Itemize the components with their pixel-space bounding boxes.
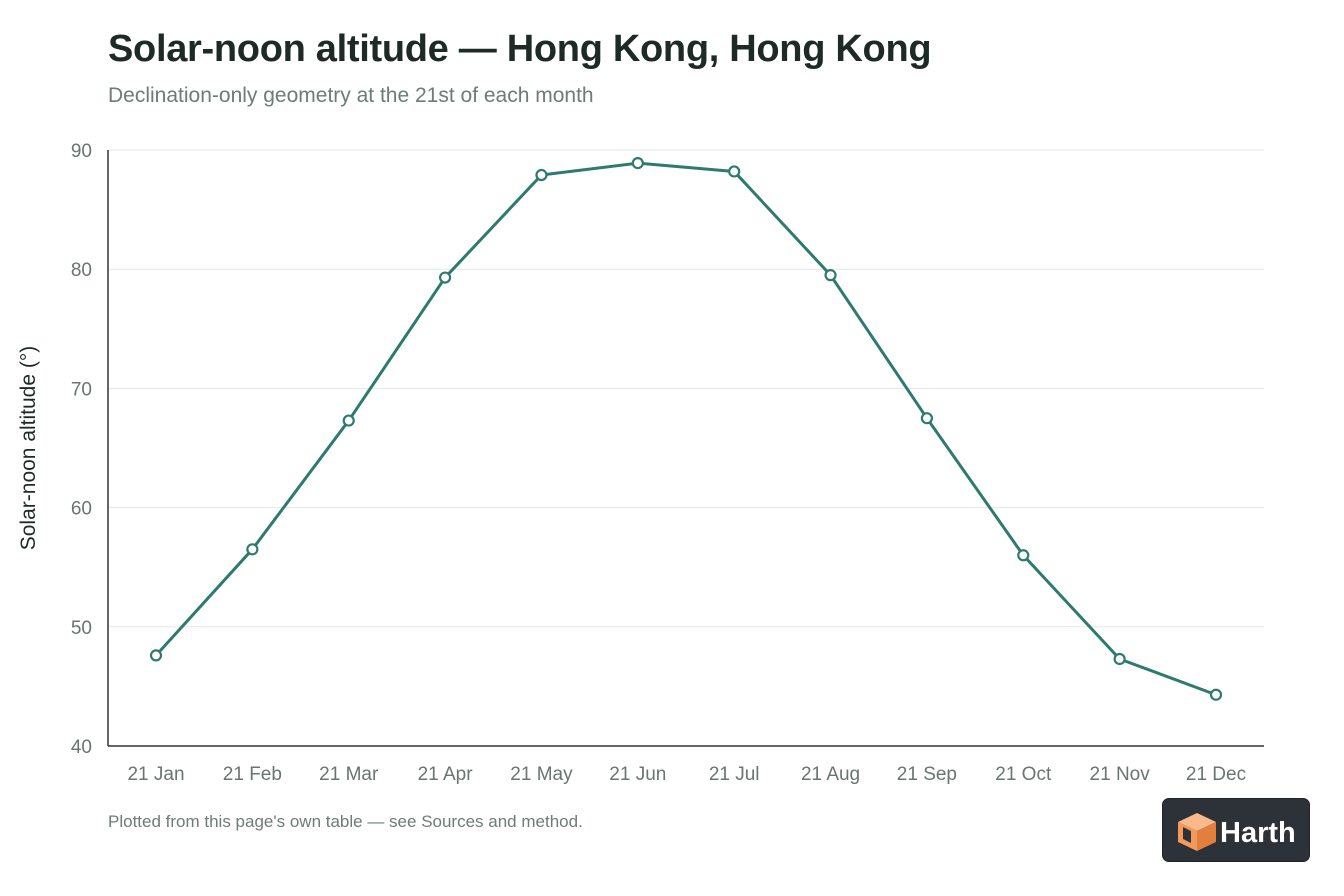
data-point-21-jun <box>631 157 644 170</box>
y-tick-labels: 40 50 60 70 80 90 <box>71 141 92 758</box>
data-point-21-aug <box>824 269 837 282</box>
x-tick-21-jun: 21 Jun <box>609 764 666 785</box>
y-axis-title: Solar-noon altitude (°) <box>17 346 40 551</box>
data-point-21-nov <box>1113 652 1126 666</box>
x-tick-21-nov: 21 Nov <box>1090 764 1151 785</box>
logo-wordmark: Harth <box>1220 817 1296 849</box>
series-line <box>154 161 1218 697</box>
x-tick-21-oct: 21 Oct <box>995 764 1052 785</box>
y-tick-60: 60 <box>71 499 92 520</box>
data-point-21-apr <box>438 271 452 284</box>
chart-title: Solar-noon altitude — Hong Kong, Hong Ko… <box>108 28 932 70</box>
data-point-21-may <box>535 168 548 182</box>
x-tick-21-apr: 21 Apr <box>418 764 474 785</box>
x-tick-21-may: 21 May <box>510 764 573 785</box>
x-tick-labels: 21 Jan 21 Feb 21 Mar 21 Apr 21 May 21 Jun 21 J… <box>127 764 1246 785</box>
grid-lines <box>108 149 1264 628</box>
data-point-21-mar <box>342 414 355 427</box>
x-tick-21-feb: 21 Feb <box>223 764 282 785</box>
y-tick-70: 70 <box>71 379 92 400</box>
data-point-21-dec <box>1209 688 1223 701</box>
y-tick-50: 50 <box>71 618 92 639</box>
data-point-21-feb <box>246 543 259 556</box>
chart-subtitle: Declination-only geometry at the 21st of… <box>108 84 594 107</box>
harth-logo: Harth <box>1162 798 1310 862</box>
data-point-21-oct <box>1017 549 1030 562</box>
axes <box>107 150 1264 747</box>
x-tick-21-jan: 21 Jan <box>127 764 184 785</box>
x-tick-21-dec: 21 Dec <box>1186 764 1246 785</box>
x-tick-21-aug: 21 Aug <box>801 764 860 785</box>
y-tick-80: 80 <box>71 260 92 281</box>
footnote: Plotted from this page's own table — see… <box>108 812 583 831</box>
data-point-21-sep <box>920 412 934 425</box>
y-tick-90: 90 <box>71 141 92 162</box>
x-tick-21-mar: 21 Mar <box>319 764 379 785</box>
y-tick-40: 40 <box>71 737 92 758</box>
x-tick-21-sep: 21 Sep <box>897 764 957 785</box>
data-point-21-jan <box>149 649 163 662</box>
data-point-21-jul <box>728 165 741 178</box>
x-tick-21-jul: 21 Jul <box>709 764 760 785</box>
cube-icon <box>1178 813 1216 851</box>
series-altitude <box>149 157 1223 701</box>
